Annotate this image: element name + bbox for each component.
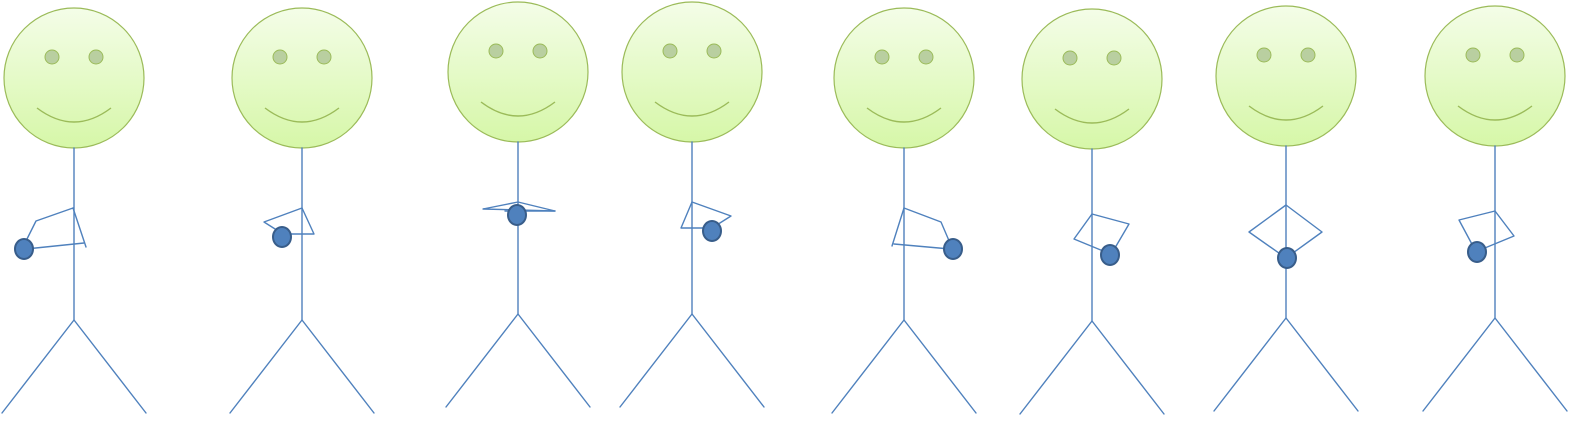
smiley-head [3,7,145,149]
smile [1054,108,1130,124]
arm-left [680,201,711,229]
smiley-head [231,7,373,149]
smiley-head [1215,5,1357,147]
hand-circle [507,204,527,226]
left-eye [874,49,890,65]
smile [1457,105,1533,121]
arm-left [1073,213,1109,254]
smile [866,107,942,123]
forearm [25,242,85,250]
stick-figure-8 [1422,5,1568,412]
left-eye [1465,47,1481,63]
smile [264,107,340,123]
figures-layer [1,1,1568,415]
stick-figure-4 [619,1,765,408]
arm-right [72,207,87,248]
stick-figure-1 [1,7,147,414]
arm-right [1479,210,1515,251]
smile [36,107,112,123]
arm-left [1248,204,1287,259]
right-eye [532,43,548,59]
legs [1422,317,1568,412]
hand-circle [1277,247,1297,269]
smile [1248,105,1324,121]
hand-circle [943,238,963,260]
legs [1019,320,1165,415]
left-eye [662,43,678,59]
legs [445,313,591,408]
forearm [893,243,951,250]
arm-right [903,207,951,244]
legs [1213,317,1359,412]
arm-right [1091,213,1130,254]
arm-left [1458,210,1496,249]
arm-right [287,207,315,235]
left-eye [44,49,60,65]
right-eye [706,43,722,59]
arm-left [25,207,74,242]
stick-figure-2 [229,7,375,414]
left-eye [1256,47,1272,63]
right-eye [1509,47,1525,63]
right-eye [918,49,934,65]
legs [229,319,375,414]
right-eye [316,49,332,65]
hand-circle [272,226,292,248]
left-eye [488,43,504,59]
smile [654,101,730,117]
left-eye [1062,50,1078,66]
smiley-head [833,7,975,149]
stick-figure-3 [445,1,591,408]
stick-figure-6 [1019,8,1165,415]
legs [831,319,977,414]
right-eye [1106,50,1122,66]
smiley-head [447,1,589,143]
legs [619,313,765,408]
stick-figure-5 [831,7,977,414]
hand-circle [1100,244,1120,266]
smile [480,101,556,117]
hand-circle [14,238,34,260]
left-eye [272,49,288,65]
smiley-head [621,1,763,143]
hand-circle [1467,241,1487,263]
smiley-head [1424,5,1566,147]
right-eye [1300,47,1316,63]
legs [1,319,147,414]
hand-circle [702,220,722,242]
right-eye [88,49,104,65]
smiley-head [1021,8,1163,150]
stick-figure-7 [1213,5,1359,412]
arm-left [891,207,905,247]
arm-right [1285,204,1323,259]
